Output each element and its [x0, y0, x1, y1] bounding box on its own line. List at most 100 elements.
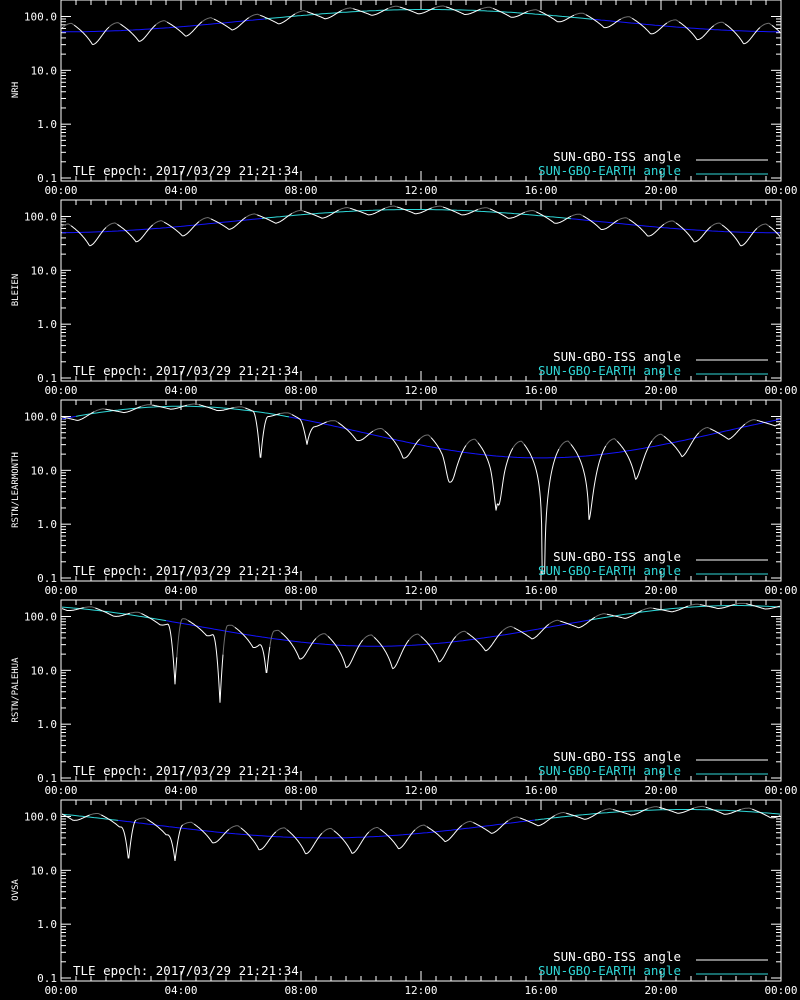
iss-angle-line — [341, 7, 354, 11]
iss-angle-line — [519, 815, 556, 827]
x-tick-label: 20:00 — [644, 184, 677, 197]
iss-angle-line — [245, 407, 281, 458]
iss-angle-line — [620, 16, 633, 20]
y-axis-label: OVSA — [11, 879, 21, 901]
x-tick-label: 00:00 — [764, 384, 797, 397]
x-tick-label: 12:00 — [404, 984, 437, 997]
iss-angle-line — [257, 212, 293, 224]
iss-angle-line — [752, 808, 780, 819]
iss-angle-line — [166, 21, 203, 37]
iss-angle-line — [560, 616, 596, 629]
iss-angle-line — [455, 630, 468, 637]
iss-angle-line — [372, 428, 386, 432]
y-axis-label: BLEIEN — [11, 274, 21, 307]
iss-angle-line — [140, 404, 153, 407]
iss-angle-line — [201, 17, 215, 23]
iss-angle-line — [387, 5, 401, 9]
iss-angle-line — [558, 440, 572, 450]
iss-angle-line — [275, 827, 288, 833]
legend-iss-label: SUN-GBO-ISS angle — [553, 349, 681, 364]
iss-angle-line — [135, 817, 148, 821]
iss-angle-line — [524, 210, 537, 213]
iss-angle-line — [461, 820, 474, 826]
y-tick-label: 100.0 — [24, 211, 57, 224]
iss-angle-line — [628, 219, 665, 237]
iss-angle-line — [89, 813, 102, 816]
iss-angle-line — [396, 206, 433, 215]
iss-angle-line — [147, 819, 184, 861]
legend-earth-label: SUN-GBO-EARTH angle — [538, 563, 681, 578]
iss-angle-line — [338, 207, 351, 211]
legend-earth-label: SUN-GBO-EARTH angle — [538, 363, 681, 378]
iss-angle-line — [248, 13, 261, 19]
y-tick-label: 100.0 — [24, 411, 57, 424]
iss-angle-line — [582, 215, 619, 230]
iss-angle-line — [771, 24, 780, 33]
iss-angle-line — [512, 440, 525, 449]
iss-angle-line — [291, 209, 305, 214]
y-tick-label: 10.0 — [31, 664, 58, 677]
iss-angle-line — [744, 419, 758, 425]
iss-angle-line — [279, 412, 293, 416]
iss-angle-line — [653, 605, 689, 613]
iss-angle-line — [666, 19, 680, 24]
panel-ovsa: 0.1 1.0 10.0 100.0 OVSA 00:00 04:00 08:00 12:00 1… — [11, 799, 798, 997]
y-axis-label: RSTN/LEARMONTH — [11, 452, 21, 528]
legend-iss-label: SUN-GBO-ISS angle — [553, 749, 681, 764]
iss-angle-line — [234, 627, 271, 673]
x-tick-label: 08:00 — [284, 584, 317, 597]
iss-angle-line — [362, 634, 375, 641]
tle-epoch-label: TLE epoch: 2017/03/29 21:21:34 — [73, 163, 299, 178]
iss-angle-line — [337, 422, 374, 442]
y-tick-label: 0.1 — [37, 372, 57, 385]
iss-angle-line — [379, 828, 416, 850]
iss-angle-line — [693, 805, 707, 809]
x-tick-label: 04:00 — [164, 984, 197, 997]
series-group — [62, 403, 780, 575]
iss-angle-line — [182, 821, 195, 826]
y-tick-label: 1.0 — [37, 518, 57, 531]
iss-angle-line — [303, 209, 340, 219]
iss-angle-line — [408, 633, 422, 641]
iss-angle-line — [675, 222, 712, 243]
x-tick-label: 16:00 — [524, 184, 557, 197]
y-tick-label: 100.0 — [24, 811, 57, 824]
iss-angle-line — [176, 618, 189, 658]
x-tick-label: 00:00 — [764, 584, 797, 597]
iss-angle-line — [507, 816, 521, 822]
iss-angle-line — [321, 827, 335, 834]
iss-angle-line — [186, 403, 200, 406]
iss-angle-line — [384, 205, 398, 209]
earth-angle-line — [62, 18, 266, 33]
iss-angle-line — [187, 620, 224, 703]
iss-angle-line — [420, 636, 457, 663]
iss-angle-line — [414, 824, 428, 831]
iss-angle-line — [659, 806, 695, 814]
x-tick-label: 00:00 — [44, 984, 77, 997]
iss-angle-line — [431, 205, 444, 209]
iss-angle-line — [535, 211, 572, 224]
y-tick-label: 10.0 — [31, 264, 58, 277]
iss-angle-line — [641, 607, 654, 611]
iss-angle-line — [605, 438, 618, 447]
x-tick-label: 08:00 — [284, 784, 317, 797]
y-axis-label: NRH — [11, 82, 21, 98]
iss-angle-line — [193, 823, 230, 844]
iss-angle-line — [740, 807, 753, 810]
iss-angle-line — [465, 438, 479, 446]
x-tick-label: 00:00 — [44, 384, 77, 397]
iss-angle-line — [705, 806, 741, 815]
iss-angle-line — [678, 21, 715, 41]
iss-angle-line — [105, 222, 118, 228]
iss-angle-line — [280, 632, 317, 660]
iss-angle-line — [213, 17, 250, 31]
iss-angle-line — [756, 223, 770, 229]
iss-angle-line — [663, 220, 677, 225]
x-tick-label: 04:00 — [164, 784, 197, 797]
iss-angle-line — [570, 444, 607, 520]
iss-angle-line — [651, 433, 665, 442]
x-tick-label: 08:00 — [284, 384, 317, 397]
iss-angle-line — [698, 426, 711, 434]
earth-angle-line — [288, 416, 780, 459]
legend-iss-label: SUN-GBO-ISS angle — [553, 949, 681, 964]
